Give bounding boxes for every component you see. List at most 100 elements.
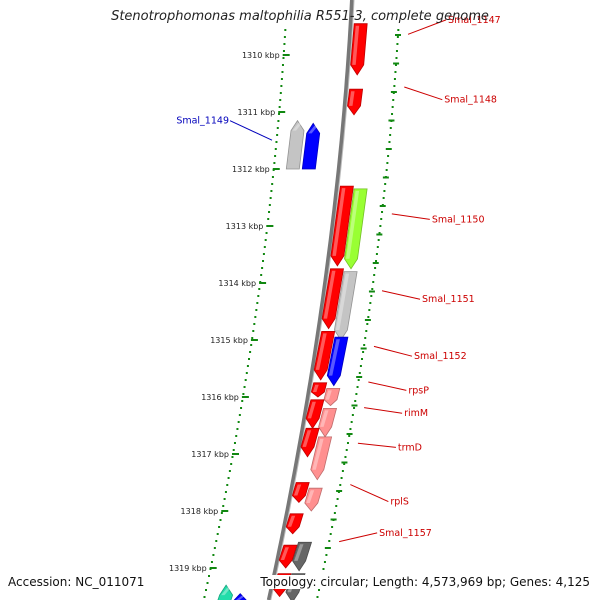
right-ruler-dot <box>336 498 339 500</box>
gene-arrow[interactable] <box>347 88 364 116</box>
gene-arrow[interactable] <box>213 584 234 600</box>
gene-arrow[interactable] <box>318 407 338 438</box>
kbp-tick-label: 1312 kbp <box>232 165 270 174</box>
left-ruler-dot <box>274 148 277 150</box>
gene-label-leader <box>350 484 389 503</box>
gene-arrow-body[interactable] <box>285 119 305 170</box>
left-ruler-dot <box>271 176 274 178</box>
gene-label[interactable]: Smal_1150 <box>432 214 485 225</box>
right-ruler-dot <box>374 267 377 269</box>
gene-arrow-body[interactable] <box>278 544 298 569</box>
gene-label[interactable]: rpsP <box>408 385 429 396</box>
gene-arrow-body[interactable] <box>318 407 338 438</box>
gene-arrow-body[interactable] <box>321 268 344 330</box>
left-ruler-dot <box>220 512 223 514</box>
gene-arrow[interactable] <box>229 593 247 600</box>
left-ruler-dot <box>216 533 219 535</box>
kbp-ticks: 1310 kbp 1311 kbp 1312 kbp 1313 kbp 1314 kbp… <box>169 29 402 598</box>
gene-arrow[interactable] <box>313 330 336 381</box>
right-ruler-dot <box>391 106 394 108</box>
left-ruler-dot <box>264 239 267 241</box>
left-ruler-dot <box>240 407 243 409</box>
gene-arrow-highlight <box>332 188 346 256</box>
gene-label-leader <box>368 381 407 391</box>
gene-arrow[interactable] <box>333 271 358 341</box>
gene-arrow-body[interactable] <box>313 330 336 381</box>
gene-arrow[interactable] <box>344 188 368 270</box>
gene-arrow[interactable] <box>350 23 368 76</box>
left-ruler-dot <box>215 540 218 542</box>
left-ruler-dot <box>271 183 274 185</box>
gene-label[interactable]: Smal_1148 <box>444 95 497 106</box>
gene-arrow-body[interactable] <box>229 593 247 600</box>
genome-backbone-line <box>266 0 354 600</box>
gene-arrow-body[interactable] <box>292 541 313 572</box>
gene-label[interactable]: rplS <box>390 497 409 508</box>
left-ruler-dot <box>277 120 280 122</box>
gene-arrow-body[interactable] <box>300 427 320 458</box>
gene-label[interactable]: Smal_1152 <box>414 351 467 362</box>
right-ruler-dot <box>325 554 328 556</box>
left-ruler-dot <box>261 267 264 269</box>
right-ruler-dot <box>388 141 391 143</box>
gene-arrow[interactable] <box>321 268 344 330</box>
gene-arrow-body[interactable] <box>347 88 364 116</box>
gene-arrow[interactable] <box>330 185 354 267</box>
gene-arrow[interactable] <box>285 513 304 535</box>
gene-arrow-body[interactable] <box>285 513 304 535</box>
gene-arrow-body[interactable] <box>350 23 368 76</box>
gene-arrow-body[interactable] <box>323 387 341 407</box>
left-ruler-dot <box>236 428 239 430</box>
left-ruler-dot <box>223 498 226 500</box>
kbp-tick-label: 1318 kbp <box>181 507 219 516</box>
gene-arrow-body[interactable] <box>213 584 234 600</box>
gene-arrow-body[interactable] <box>310 436 333 481</box>
kbp-tick-label: 1314 kbp <box>218 279 256 288</box>
gene-arrow-body[interactable] <box>310 382 328 398</box>
gene-arrow[interactable] <box>305 399 325 430</box>
left-ruler-dot <box>260 274 263 276</box>
gene-arrow-body[interactable] <box>344 188 368 270</box>
gene-arrow-body[interactable] <box>330 185 354 267</box>
right-ruler-dot <box>365 330 368 332</box>
right-ruler-dot <box>345 449 348 451</box>
map-title: Stenotrophomonas maltophilia R551-3, com… <box>111 9 489 24</box>
gene-label[interactable]: Smal_1149 <box>176 116 229 127</box>
kbp-tick-label: 1315 kbp <box>210 336 248 345</box>
gene-arrow[interactable] <box>278 544 298 569</box>
right-ruler-dot <box>396 43 399 45</box>
gene-arrow[interactable] <box>323 387 341 407</box>
right-ruler-dot <box>363 344 366 346</box>
gene-arrow[interactable] <box>304 487 323 512</box>
gene-label[interactable]: Smal_1151 <box>422 294 475 305</box>
right-ruler-dot <box>316 596 319 598</box>
gene-arrow[interactable] <box>310 436 333 481</box>
gene-arrow[interactable] <box>301 122 321 170</box>
gene-arrow-body[interactable] <box>305 399 325 430</box>
left-ruler-dot <box>231 456 234 458</box>
left-ruler-dot <box>252 330 255 332</box>
gene-arrow-body[interactable] <box>333 271 358 341</box>
gene-arrow[interactable] <box>291 482 310 503</box>
gene-arrow[interactable] <box>300 427 320 458</box>
accession-text: Accession: NC_011071 <box>6 575 147 589</box>
gene-label[interactable]: Smal_1147 <box>448 15 501 26</box>
right-ruler-dot <box>361 358 364 360</box>
gene-arrow[interactable] <box>292 541 313 572</box>
gene-arrow-body[interactable] <box>304 487 323 512</box>
gene-label[interactable]: rimM <box>404 408 428 419</box>
gene-arrow-highlight <box>315 333 327 370</box>
gene-arrow[interactable] <box>285 119 305 170</box>
gene-arrow[interactable] <box>310 382 328 398</box>
gene-arrow-body[interactable] <box>291 482 310 503</box>
gene-label[interactable]: Smal_1157 <box>379 528 432 539</box>
gene-arrow-body[interactable] <box>301 122 321 170</box>
right-ruler-dot <box>359 365 362 367</box>
gene-labels: Smal_1147 Smal_1148 Smal_1149 Smal_1150 Smal… <box>176 15 501 543</box>
right-ruler-dot <box>351 414 354 416</box>
gene-label[interactable]: trmD <box>398 442 422 453</box>
gene-arrow[interactable] <box>326 336 349 387</box>
right-ruler-dot <box>386 162 389 164</box>
gene-arrow-body[interactable] <box>326 336 349 387</box>
gene-arrow-highlight <box>280 547 289 560</box>
